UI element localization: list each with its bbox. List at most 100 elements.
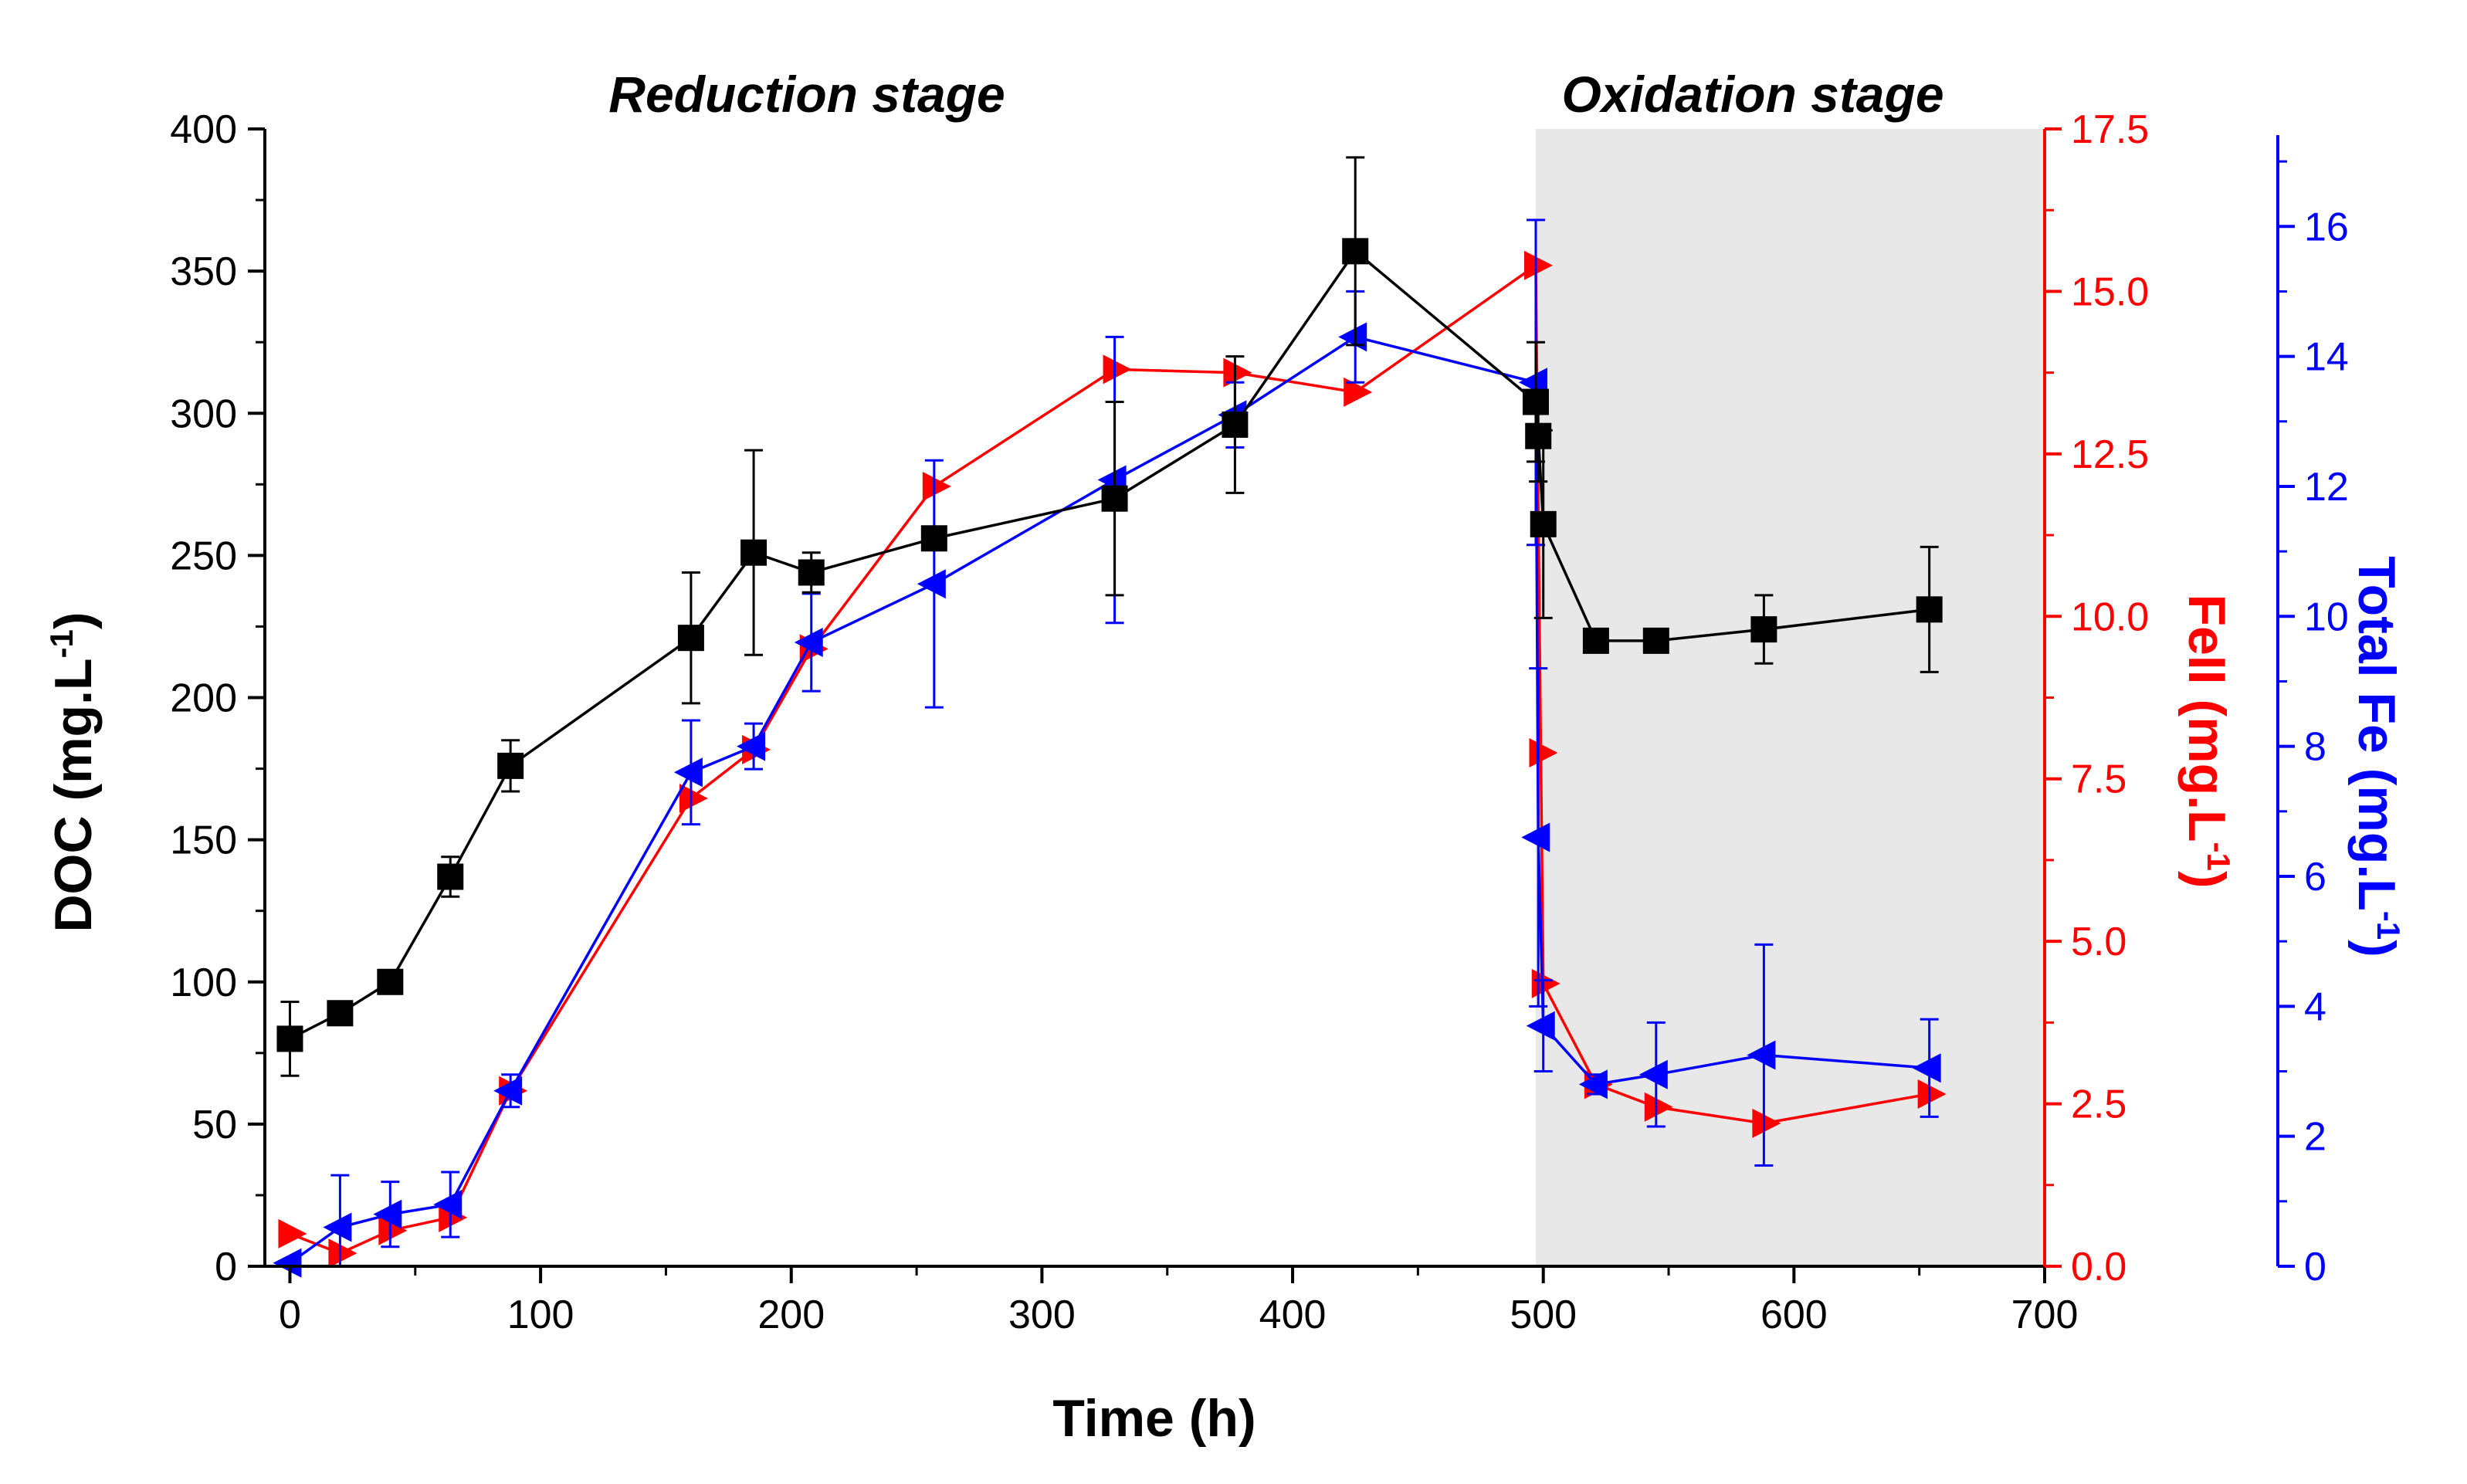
x-tick-label: 400 (1259, 1293, 1327, 1337)
doc-point (740, 539, 768, 566)
doc-tick-label: 200 (170, 676, 237, 721)
doc-axis-title-sup: -1 (43, 629, 80, 658)
doc-tick-label: 50 (192, 1103, 237, 1147)
total-fe-point (1521, 822, 1550, 852)
feii-tick-label: 17.5 (2071, 107, 2149, 152)
reduction-stage-label: Reduction stage (608, 66, 1005, 123)
feii-point (679, 783, 708, 813)
totalfe-tick-label: 6 (2304, 855, 2326, 900)
feii-tick-label: 5.0 (2071, 920, 2126, 964)
doc-tick-label: 150 (170, 818, 237, 863)
doc-point (1530, 510, 1557, 537)
doc-point (1525, 422, 1552, 449)
totalfe-tick-label: 4 (2304, 984, 2326, 1029)
feii-tick-label: 12.5 (2071, 432, 2149, 477)
doc-point (1642, 627, 1669, 654)
total-fe-point (737, 731, 766, 761)
feii-tick-label: 15.0 (2071, 269, 2149, 314)
feii-point (328, 1238, 358, 1269)
feii-point (1223, 357, 1252, 388)
x-tick-label: 300 (1008, 1293, 1076, 1337)
doc-point (497, 752, 524, 779)
doc-tick-label: 300 (170, 391, 237, 436)
totalfe-tick-label: 10 (2304, 595, 2349, 639)
feii-axis-title-end: ) (2177, 871, 2236, 889)
total-fe-point (433, 1190, 463, 1220)
totalfe-axis-title: Total Fe (mg.L-1) (2347, 556, 2407, 957)
feii-tick-label: 7.5 (2071, 757, 2126, 802)
x-axis-title: Time (h) (1052, 1389, 1256, 1448)
doc-point (1342, 238, 1369, 265)
doc-point (677, 625, 704, 652)
plot-marks (273, 156, 1947, 1278)
feii-point (1529, 738, 1558, 768)
feii-axis-title-main: FeII (mg.L (2177, 594, 2236, 842)
totalfe-tick-label: 14 (2304, 335, 2349, 380)
doc-point (377, 968, 404, 995)
total-fe-point (1747, 1040, 1776, 1070)
doc-tick-label: 350 (170, 249, 237, 294)
total-fe-point (794, 627, 823, 657)
total-fe-point (1912, 1053, 1941, 1083)
total-fe-point (1526, 1011, 1555, 1041)
total-fe-point (493, 1076, 523, 1106)
feii-tick-label: 10.0 (2071, 595, 2149, 639)
doc-point (327, 1000, 354, 1027)
total-fe-point (1578, 1069, 1608, 1099)
feii-axis-title: FeII (mg.L-1) (2177, 594, 2237, 888)
total-fe-point (673, 757, 703, 788)
doc-axis-title-main: DOC (mg.L (44, 658, 103, 932)
feii-tick-label: 0.0 (2071, 1245, 2126, 1289)
doc-point (1522, 388, 1549, 415)
total-fe-point (917, 569, 946, 599)
feii-point (278, 1218, 307, 1249)
doc-tick-label: 0 (215, 1245, 237, 1289)
totalfe-axis-title-sup: -1 (2370, 911, 2407, 940)
feii-point (1103, 354, 1132, 385)
doc-tick-label: 400 (170, 107, 237, 152)
doc-point (1582, 627, 1609, 654)
feii-point (1644, 1092, 1673, 1122)
x-tick-label: 200 (757, 1293, 825, 1337)
doc-axis-title-end: ) (44, 612, 103, 629)
doc-point (276, 1025, 303, 1052)
total-fe-point (373, 1199, 402, 1229)
doc-axis-title: DOC (mg.L-1) (43, 612, 103, 932)
totalfe-tick-label: 2 (2304, 1115, 2326, 1160)
x-tick-label: 100 (507, 1293, 574, 1337)
doc-point (920, 525, 947, 552)
doc-tick-label: 100 (170, 961, 237, 1005)
totalfe-tick-label: 12 (2304, 465, 2349, 510)
totalfe-tick-label: 0 (2304, 1245, 2326, 1289)
doc-point (1750, 616, 1777, 643)
feii-point (1752, 1108, 1781, 1138)
feii-point (1344, 377, 1373, 407)
feii-point (1523, 250, 1553, 280)
doc-point (1916, 596, 1943, 623)
oxidation-region (1535, 129, 2045, 1266)
x-tick-label: 700 (2011, 1293, 2079, 1337)
doc-tick-label: 250 (170, 534, 237, 578)
doc-point (1222, 411, 1249, 438)
doc-point (798, 559, 825, 586)
total-fe-point (1638, 1059, 1668, 1089)
x-tick-label: 600 (1760, 1293, 1828, 1337)
total-fe-point (323, 1212, 352, 1242)
totalfe-axis-title-main: Total Fe (mg.L (2347, 556, 2406, 911)
doc-point (437, 863, 464, 890)
oxidation-stage-label: Oxidation stage (1561, 66, 1943, 123)
doc-point (1101, 485, 1128, 512)
totalfe-tick-label: 8 (2304, 725, 2326, 770)
total-fe-point (273, 1248, 302, 1278)
feii-point (1917, 1079, 1947, 1109)
feii-tick-label: 2.5 (2071, 1083, 2126, 1127)
feii-point (378, 1215, 408, 1245)
doc-series (276, 156, 1943, 1077)
feii-axis-title-sup: -1 (2201, 842, 2237, 871)
x-tick-label: 0 (279, 1293, 301, 1337)
total-fe-point (1338, 322, 1367, 352)
x-tick-label: 500 (1510, 1293, 1577, 1337)
totalfe-tick-label: 16 (2304, 205, 2349, 249)
